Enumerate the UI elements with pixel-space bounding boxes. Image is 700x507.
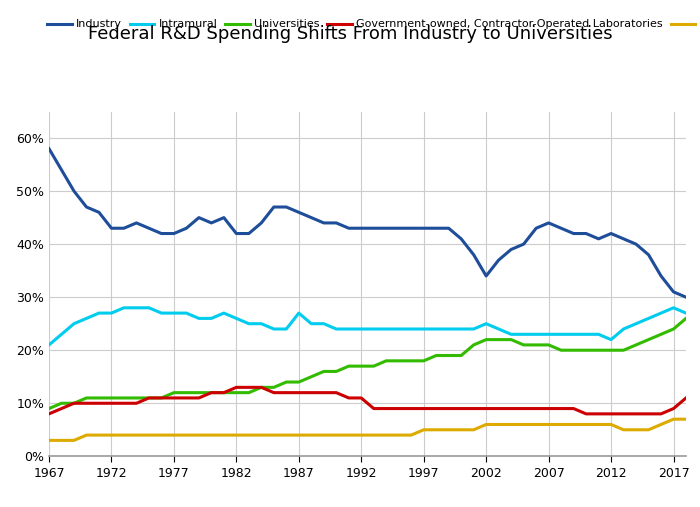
All Other <box>682 416 690 422</box>
All Other <box>669 416 678 422</box>
Government-owned, Contractor-Operated Laboratories <box>94 400 103 406</box>
Intramural <box>682 310 690 316</box>
Universities <box>432 352 440 358</box>
Government-owned, Contractor-Operated Laboratories <box>682 395 690 401</box>
Line: All Other: All Other <box>49 419 686 441</box>
Universities <box>270 384 278 390</box>
All Other <box>94 432 103 438</box>
Industry <box>632 241 640 247</box>
All Other <box>432 427 440 433</box>
All Other <box>632 427 640 433</box>
Universities <box>45 406 53 412</box>
Industry <box>270 204 278 210</box>
All Other <box>270 432 278 438</box>
Government-owned, Contractor-Operated Laboratories <box>282 389 290 395</box>
Universities <box>344 363 353 369</box>
Industry <box>45 146 53 152</box>
Government-owned, Contractor-Operated Laboratories <box>644 411 652 417</box>
Government-owned, Contractor-Operated Laboratories <box>357 395 365 401</box>
Government-owned, Contractor-Operated Laboratories <box>45 411 53 417</box>
Universities <box>457 352 466 358</box>
Intramural <box>282 326 290 332</box>
Line: Government-owned, Contractor-Operated Laboratories: Government-owned, Contractor-Operated La… <box>49 387 686 414</box>
Industry <box>344 225 353 231</box>
Industry <box>432 225 440 231</box>
Line: Industry: Industry <box>49 149 686 297</box>
Legend: Industry, Intramural, Universities, Government-owned, Contractor-Operated Labora: Industry, Intramural, Universities, Gove… <box>43 15 700 34</box>
Industry <box>94 209 103 215</box>
Government-owned, Contractor-Operated Laboratories <box>232 384 241 390</box>
Government-owned, Contractor-Operated Laboratories <box>470 406 478 412</box>
Government-owned, Contractor-Operated Laboratories <box>444 406 453 412</box>
Intramural <box>120 305 128 311</box>
Line: Intramural: Intramural <box>49 308 686 345</box>
Intramural <box>644 315 652 321</box>
Intramural <box>94 310 103 316</box>
All Other <box>45 438 53 444</box>
Intramural <box>45 342 53 348</box>
Universities <box>682 315 690 321</box>
Line: Universities: Universities <box>49 318 686 409</box>
All Other <box>457 427 466 433</box>
Intramural <box>444 326 453 332</box>
Industry <box>682 294 690 300</box>
Text: Federal R&D Spending Shifts From Industry to Universities: Federal R&D Spending Shifts From Industr… <box>88 25 612 44</box>
Intramural <box>357 326 365 332</box>
Universities <box>632 342 640 348</box>
Intramural <box>470 326 478 332</box>
Industry <box>457 236 466 242</box>
All Other <box>344 432 353 438</box>
Universities <box>94 395 103 401</box>
